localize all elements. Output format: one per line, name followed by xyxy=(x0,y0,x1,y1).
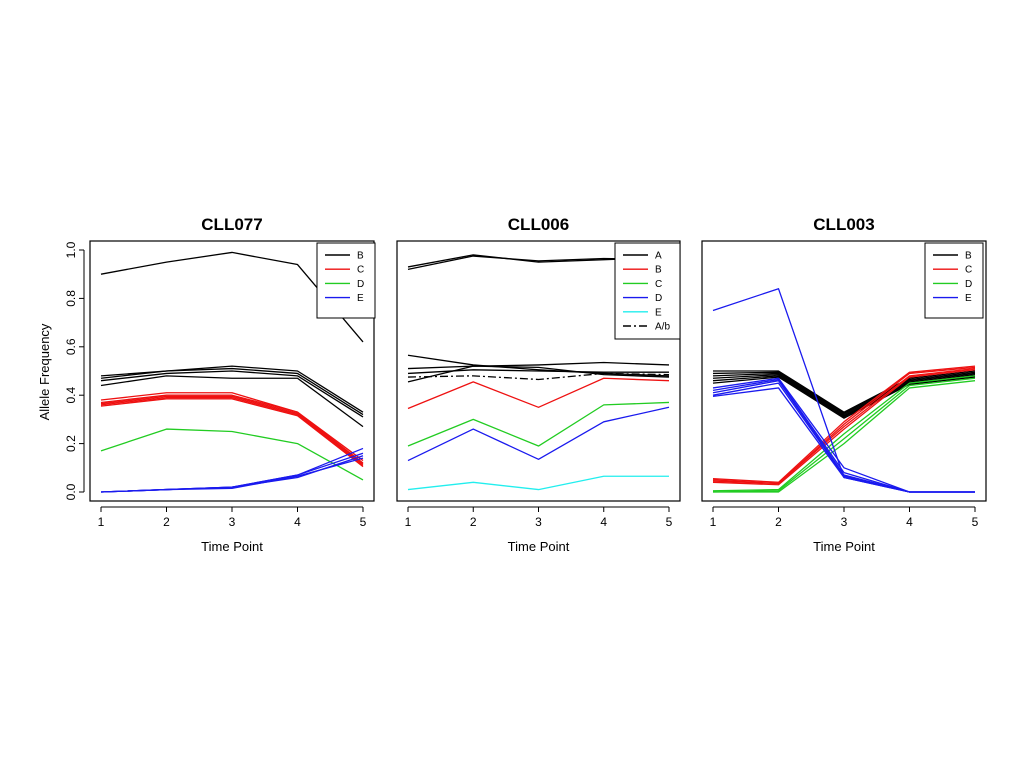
series-line-d xyxy=(100,428,364,481)
series-line-b xyxy=(712,372,976,416)
x-tick-label: 1 xyxy=(405,515,412,529)
series-line-d xyxy=(407,406,670,462)
x-tick-label: 5 xyxy=(666,515,673,529)
plot-frame xyxy=(396,240,681,502)
series-line-e xyxy=(100,447,364,493)
panel-title: CLL006 xyxy=(508,215,569,234)
panel-title: CLL077 xyxy=(201,215,262,234)
series-line-b xyxy=(100,365,364,413)
y-tick-label: 0.0 xyxy=(64,483,78,500)
series-line-d xyxy=(713,380,976,493)
x-tick-label: 2 xyxy=(163,515,170,529)
panels: CLL077 1 2 3 4 5 Time Point 0.0 0.2 0.4 0.6 0.8 1.0 B… xyxy=(64,215,987,554)
y-tick-label: 0.8 xyxy=(64,290,78,307)
x-tick-label: 5 xyxy=(972,515,979,529)
panel-title: CLL003 xyxy=(813,215,874,234)
x-tick-label: 2 xyxy=(470,515,477,529)
legend-label: C xyxy=(965,265,972,276)
series-line-c xyxy=(100,396,364,466)
y-axis: 0.0 0.2 0.4 0.6 0.8 1.0 xyxy=(64,241,85,500)
series-line-c xyxy=(712,365,976,483)
panel-cll077: CLL077 1 2 3 4 5 Time Point 0.0 0.2 0.4 0.6 0.8 1.0 B… xyxy=(64,215,376,554)
series-line-b xyxy=(712,376,976,419)
x-tick-label: 1 xyxy=(98,515,105,529)
series-line-c xyxy=(100,392,364,462)
legend-label: C xyxy=(357,265,364,276)
x-axis-label: Time Point xyxy=(508,539,570,554)
series-line-c xyxy=(100,395,364,465)
y-tick-label: 0.4 xyxy=(64,387,78,404)
y-tick-label: 0.6 xyxy=(64,338,78,355)
x-axis: 1 2 3 4 5 xyxy=(98,506,367,529)
x-tick-label: 3 xyxy=(535,515,542,529)
x-tick-label: 1 xyxy=(710,515,717,529)
series-line-b xyxy=(100,375,364,428)
legend-box xyxy=(316,242,376,319)
series-line-c xyxy=(407,401,670,447)
x-tick-label: 2 xyxy=(775,515,782,529)
x-axis-label: Time Point xyxy=(201,539,263,554)
legend-label: E xyxy=(357,293,364,304)
x-axis: 1 2 3 4 5 xyxy=(710,506,979,529)
plot-frame xyxy=(89,240,375,502)
series-line-a xyxy=(407,354,670,377)
series-line-e xyxy=(712,288,975,493)
series-line-e xyxy=(100,452,364,493)
series-line-b xyxy=(713,370,976,413)
legend-label: D xyxy=(357,279,364,290)
legend-label: E xyxy=(965,293,972,304)
plot-frame xyxy=(701,240,987,502)
series-group xyxy=(712,288,976,493)
series-line-a-b xyxy=(407,372,670,381)
series-line-c xyxy=(100,394,364,464)
y-axis-label: Allele Frequency xyxy=(37,323,52,420)
series-line-b xyxy=(712,373,976,417)
legend-label: D xyxy=(655,293,662,304)
series-line-b xyxy=(407,377,670,410)
legend-label: E xyxy=(655,307,662,318)
series-line-e xyxy=(712,382,975,493)
legend-label: D xyxy=(965,279,972,290)
series-line-a xyxy=(407,365,670,383)
legend-label: B xyxy=(965,251,972,262)
series-line-a xyxy=(407,361,670,370)
legend-label: C xyxy=(655,279,662,290)
series-line-e xyxy=(407,475,669,491)
series-line-c xyxy=(100,398,364,468)
series-line-c xyxy=(712,367,976,485)
x-tick-label: 3 xyxy=(841,515,848,529)
x-axis-label: Time Point xyxy=(813,539,875,554)
legend-box xyxy=(924,242,984,319)
legend-label: A xyxy=(655,251,662,262)
x-tick-label: 4 xyxy=(600,515,607,529)
series-line-e xyxy=(100,455,364,493)
series-line-e xyxy=(100,457,364,493)
series-line-d xyxy=(712,377,976,493)
x-axis: 1 2 3 4 5 xyxy=(405,506,673,529)
series-line-d xyxy=(712,375,976,492)
series-group xyxy=(407,254,670,491)
series-line-c xyxy=(712,369,976,486)
series-line-b xyxy=(100,367,364,416)
x-tick-label: 3 xyxy=(229,515,236,529)
series-line-b xyxy=(712,371,976,415)
x-tick-label: 5 xyxy=(360,515,367,529)
legend-label: A/b xyxy=(655,322,670,333)
x-tick-label: 4 xyxy=(906,515,913,529)
legend-box xyxy=(614,242,681,340)
series-line-b xyxy=(100,370,364,418)
legend-label: B xyxy=(357,251,364,262)
y-tick-label: 0.2 xyxy=(64,435,78,452)
legend-label: B xyxy=(655,265,662,276)
series-line-e xyxy=(712,387,975,493)
y-tick-label: 1.0 xyxy=(64,241,78,258)
x-tick-label: 4 xyxy=(294,515,301,529)
series-group xyxy=(100,251,364,493)
